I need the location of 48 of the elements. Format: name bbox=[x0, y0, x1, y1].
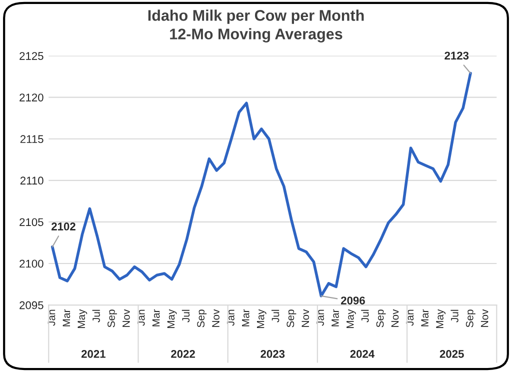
x-tick-label: Sep bbox=[466, 310, 476, 328]
x-tick-label: Nov bbox=[302, 309, 310, 327]
x-tick-label: Jan bbox=[227, 310, 234, 326]
data-label: 2102 bbox=[52, 222, 76, 230]
x-tick-label: May bbox=[167, 309, 177, 328]
x-tick-label: Jan bbox=[316, 310, 324, 326]
x-tick-label: Jul bbox=[272, 310, 280, 322]
x-tick-label: Jul bbox=[182, 310, 190, 322]
x-tick-label: May bbox=[346, 309, 356, 328]
x-tick-label: Mar bbox=[421, 309, 429, 326]
text: 2022 bbox=[171, 350, 195, 358]
data-label: 2123 bbox=[444, 52, 469, 60]
x-tick-label: Nov bbox=[122, 309, 130, 327]
x-tick-label: Jan bbox=[48, 310, 56, 326]
y-tick-label: 2115 bbox=[20, 135, 44, 144]
y-tick-label: 2120 bbox=[20, 94, 44, 102]
chart-subtitle: 12-Mo Moving Averages bbox=[170, 28, 342, 42]
y-tick-label: 2110 bbox=[20, 176, 44, 185]
x-tick-label: Jan bbox=[406, 310, 414, 326]
text: 2025 bbox=[440, 350, 464, 358]
line-series bbox=[50, 72, 472, 298]
y-tick-label: 2125 bbox=[20, 52, 44, 60]
x-tick-label: May bbox=[78, 309, 88, 328]
text: 2021 bbox=[81, 350, 106, 358]
x-tick-label: Mar bbox=[62, 309, 70, 326]
x-tick-label: Jul bbox=[361, 310, 369, 322]
x-tick-label: May bbox=[256, 309, 266, 328]
chart-title: Idaho Milk per Cow per Month bbox=[148, 10, 364, 24]
x-tick-label: Jan bbox=[138, 310, 145, 326]
x-tick-label: Sep bbox=[197, 310, 207, 328]
x-tick-label: Nov bbox=[480, 309, 488, 327]
x-tick-label: Nov bbox=[212, 309, 220, 327]
text: 2023 bbox=[260, 350, 285, 358]
x-tick-label: Nov bbox=[391, 309, 399, 327]
y-tick-label: 2100 bbox=[20, 260, 44, 268]
x-tick-label: Sep bbox=[376, 310, 386, 328]
x-tick-label: Jul bbox=[450, 310, 458, 322]
x-tick-label: Jul bbox=[92, 310, 100, 322]
x-tick-label: Sep bbox=[108, 310, 117, 328]
x-tick-label: May bbox=[436, 309, 446, 328]
y-tick-label: 2095 bbox=[20, 301, 44, 310]
data-label: 2096 bbox=[341, 296, 365, 304]
x-tick-label: Sep bbox=[286, 310, 296, 328]
x-tick-label: Mar bbox=[242, 309, 250, 326]
x-tick-label: Mar bbox=[152, 309, 160, 326]
y-tick-label: 2105 bbox=[20, 218, 44, 226]
text: 2024 bbox=[350, 350, 375, 358]
x-tick-label: Mar bbox=[332, 309, 339, 326]
